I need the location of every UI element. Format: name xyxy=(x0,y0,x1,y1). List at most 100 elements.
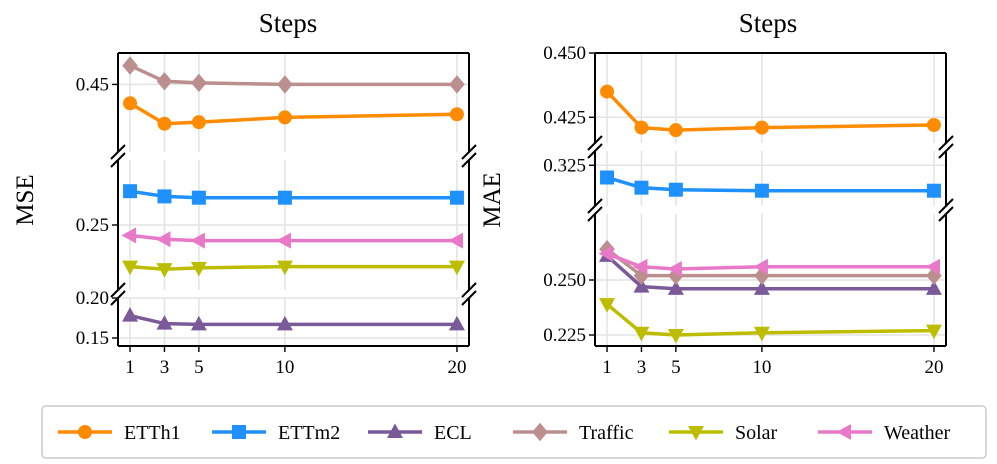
data-point-weather xyxy=(598,245,614,262)
data-point-traffic xyxy=(277,75,293,94)
data-point-ecl xyxy=(276,315,293,331)
axis-break-mark xyxy=(587,198,603,214)
axis-break-mark xyxy=(461,152,477,168)
data-point-etth1 xyxy=(926,118,941,132)
axis-break-mark xyxy=(938,143,954,159)
data-point-traffic xyxy=(191,73,207,93)
axis-break-mark xyxy=(110,152,126,168)
axis-break-mark xyxy=(587,143,603,159)
data-point-solar xyxy=(753,326,770,342)
legend-marker-weather xyxy=(836,424,852,440)
axis-break-mark xyxy=(938,198,954,214)
data-point-etth1 xyxy=(157,116,172,131)
data-point-weather xyxy=(448,232,463,249)
data-point-ettm2 xyxy=(634,180,649,195)
data-point-traffic xyxy=(449,75,465,94)
axis-break-mark xyxy=(938,135,954,151)
series-line-traffic xyxy=(129,63,457,87)
legend-label-ettm2: ETTm2 xyxy=(278,422,340,444)
data-point-ettm2 xyxy=(668,182,683,197)
x-tick-label: 5 xyxy=(671,357,681,378)
mse-panel: Steps MSE 0.15 0.20 0.25 0.45 1 3 5 10 20 xyxy=(12,8,477,378)
data-point-traffic xyxy=(122,56,138,75)
data-point-weather xyxy=(667,261,682,277)
data-point-weather xyxy=(276,232,291,249)
x-tick-label: 5 xyxy=(194,357,204,378)
data-point-solar xyxy=(156,263,173,278)
data-point-etth1 xyxy=(754,120,769,135)
legend-marker-solar xyxy=(688,425,704,441)
data-point-ecl xyxy=(633,278,650,293)
data-point-solar xyxy=(122,260,139,276)
data-point-ettm2 xyxy=(926,183,941,198)
mse-y-axis-label: MSE xyxy=(12,174,39,225)
data-point-solar xyxy=(667,328,684,344)
data-point-solar xyxy=(599,298,616,313)
series-line-traffic xyxy=(605,247,934,278)
x-tick-label: 20 xyxy=(924,357,943,378)
data-point-ecl xyxy=(448,315,465,331)
series-line-etth1 xyxy=(129,101,457,126)
mae-panel: Steps MAE 0.225 0.250 0.325 0.425 0.450 1 3 5 10… xyxy=(479,8,954,378)
y-tick-label: 0.250 xyxy=(543,270,586,291)
data-point-ecl xyxy=(122,307,139,322)
axis-break-mark xyxy=(461,290,477,306)
legend-marker-traffic xyxy=(532,422,548,442)
data-point-ecl xyxy=(190,315,207,331)
x-tick-label: 3 xyxy=(160,357,170,378)
legend-label-etth1: ETTh1 xyxy=(124,422,181,444)
axis-break-mark xyxy=(461,144,477,160)
data-point-solar xyxy=(633,326,650,342)
data-point-weather xyxy=(925,258,940,275)
data-point-ecl xyxy=(667,280,684,295)
data-point-weather xyxy=(155,231,171,248)
data-point-solar xyxy=(190,261,207,277)
data-point-ettm2 xyxy=(754,183,769,198)
legend-label-ecl: ECL xyxy=(434,422,472,444)
series-line-solar xyxy=(129,264,457,271)
legend-label-weather: Weather xyxy=(884,422,950,444)
data-point-weather xyxy=(753,258,768,275)
legend-marker-ettm2 xyxy=(232,425,246,439)
x-tick-label: 3 xyxy=(637,357,647,378)
data-point-etth1 xyxy=(277,110,292,125)
data-point-etth1 xyxy=(600,84,615,99)
series-line-solar xyxy=(605,302,934,337)
x-tick-label: 1 xyxy=(125,357,135,378)
x-tick-label: 10 xyxy=(752,357,771,378)
y-tick-label: 0.225 xyxy=(543,325,586,346)
series-line-weather xyxy=(606,251,934,271)
data-point-ecl xyxy=(925,280,942,295)
data-point-weather xyxy=(190,232,205,249)
legend-label-traffic: Traffic xyxy=(579,422,634,444)
data-point-etth1 xyxy=(449,107,464,122)
data-point-ettm2 xyxy=(277,190,292,205)
data-point-solar xyxy=(448,260,465,276)
mse-panel-title: Steps xyxy=(259,8,318,38)
x-tick-label: 1 xyxy=(602,357,612,378)
mae-panel-title: Steps xyxy=(739,8,798,38)
data-point-etth1 xyxy=(123,96,138,111)
series-line-ettm2 xyxy=(606,175,934,193)
legend-marker-ecl xyxy=(387,423,403,439)
data-point-etth1 xyxy=(634,120,649,135)
y-tick-label: 0.450 xyxy=(543,43,586,64)
y-tick-label: 0.45 xyxy=(76,74,109,95)
data-point-ettm2 xyxy=(123,184,138,199)
data-point-solar xyxy=(925,324,942,340)
x-tick-label: 20 xyxy=(447,357,466,378)
y-tick-label: 0.15 xyxy=(76,328,109,349)
axis-break-mark xyxy=(110,282,126,298)
data-point-traffic xyxy=(156,72,173,91)
mae-y-axis-label: MAE xyxy=(479,172,506,228)
axis-break-mark xyxy=(587,135,603,151)
data-point-ettm2 xyxy=(600,170,615,185)
data-point-ettm2 xyxy=(157,189,172,204)
data-point-ettm2 xyxy=(191,190,206,205)
legend: ETTh1 ETTm2 ECL Traffic Solar Weather xyxy=(41,405,987,459)
axis-break-mark xyxy=(938,206,954,222)
axis-break-mark xyxy=(110,144,126,160)
y-tick-label: 0.325 xyxy=(543,155,586,176)
data-point-weather xyxy=(121,227,137,244)
